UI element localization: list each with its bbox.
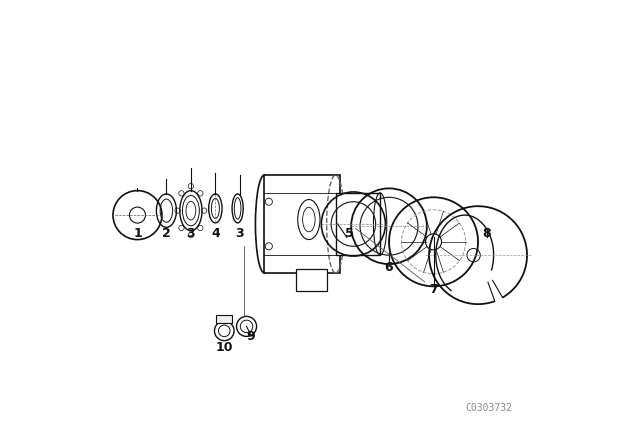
Text: 9: 9 bbox=[246, 330, 255, 343]
Text: 5: 5 bbox=[344, 227, 353, 241]
Text: C0303732: C0303732 bbox=[466, 403, 513, 413]
Text: 1: 1 bbox=[133, 227, 142, 241]
Text: 6: 6 bbox=[385, 261, 394, 274]
Text: 4: 4 bbox=[211, 227, 220, 241]
Text: 8: 8 bbox=[483, 227, 492, 241]
Text: 2: 2 bbox=[162, 227, 171, 241]
Bar bbox=[216, 315, 232, 323]
Text: 10: 10 bbox=[216, 341, 233, 354]
Text: 3: 3 bbox=[187, 227, 195, 241]
Bar bbox=[296, 268, 326, 291]
Bar bbox=[264, 175, 340, 273]
Text: 3: 3 bbox=[236, 227, 244, 241]
Bar bbox=[335, 193, 380, 255]
Text: 7: 7 bbox=[429, 283, 438, 296]
